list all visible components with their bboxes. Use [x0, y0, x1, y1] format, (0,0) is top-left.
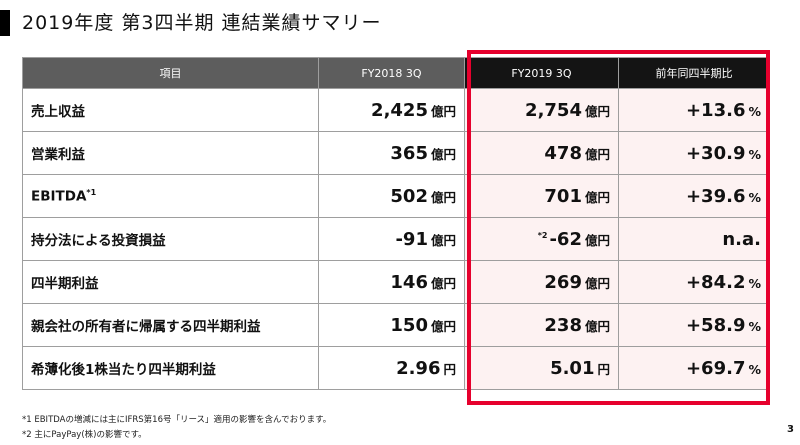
- yoy-value: n.a.: [618, 217, 770, 261]
- yoy-value: +84.2%: [618, 260, 770, 304]
- fy2018-unit: 億円: [430, 146, 456, 162]
- fy2019-value: 478 億円: [464, 131, 619, 175]
- table-body: 売上収益 2,425 億円 2,754 億円 +13.6% 営業利益 365 億円 478 億円 +3…: [22, 88, 770, 390]
- row-label: 希薄化後1株当たり四半期利益: [22, 346, 319, 390]
- footnote-1: *1 EBITDAの増減には主にIFRS第16号「リース」適用の影響を含んでおり…: [22, 415, 332, 425]
- fy2019-value: 701 億円: [464, 174, 619, 218]
- fy2019-unit: 億円: [584, 103, 610, 119]
- fy2019-number: 269: [544, 271, 582, 293]
- title-accent-bar: [0, 10, 10, 36]
- fy2019-number: 2,754: [525, 99, 582, 121]
- fy2018-unit: 円: [443, 361, 456, 377]
- label-footnote-marker: *1: [86, 187, 97, 197]
- table-row: 売上収益 2,425 億円 2,754 億円 +13.6%: [22, 88, 770, 132]
- row-label-text: 持分法による投資損益: [31, 233, 166, 249]
- yoy-value: +13.6%: [618, 88, 770, 132]
- row-label: 四半期利益: [22, 260, 319, 304]
- yoy-unit: %: [748, 275, 761, 291]
- fy2019-footnote-marker: *2: [537, 230, 548, 240]
- fy2019-number: 701: [544, 185, 582, 207]
- fy2019-unit: 億円: [584, 189, 610, 205]
- row-label-text: 営業利益: [31, 147, 85, 163]
- yoy-number: +84.2: [685, 271, 746, 293]
- yoy-number: +30.9: [685, 142, 746, 164]
- fy2019-value: 5.01 円: [464, 346, 619, 390]
- row-label-text: 四半期利益: [31, 276, 99, 292]
- header-fy2019: FY2019 3Q: [464, 57, 619, 89]
- fy2018-value: 502 億円: [318, 174, 465, 218]
- yoy-number: +69.7: [685, 357, 746, 379]
- fy2019-number: -62: [549, 228, 582, 250]
- yoy-unit: %: [748, 103, 761, 119]
- header-yoy: 前年同四半期比: [618, 57, 770, 89]
- yoy-number: +13.6: [685, 99, 746, 121]
- yoy-unit: %: [748, 361, 761, 377]
- yoy-value: +39.6%: [618, 174, 770, 218]
- fy2018-unit: 億円: [430, 103, 456, 119]
- fy2019-unit: 億円: [584, 318, 610, 334]
- row-label-text: EBITDA: [31, 188, 87, 205]
- fy2018-value: -91 億円: [318, 217, 465, 261]
- table-row: 四半期利益 146 億円 269 億円 +84.2%: [22, 260, 770, 304]
- fy2019-value: 2,754 億円: [464, 88, 619, 132]
- table-row: 営業利益 365 億円 478 億円 +30.9%: [22, 131, 770, 175]
- fy2018-value: 2.96 円: [318, 346, 465, 390]
- row-label-text: 希薄化後1株当たり四半期利益: [31, 362, 216, 378]
- row-label: EBITDA*1: [22, 174, 319, 218]
- fy2018-number: 2.96: [396, 357, 441, 379]
- fy2019-unit: 億円: [584, 146, 610, 162]
- fy2018-unit: 億円: [430, 318, 456, 334]
- row-label-text: 親会社の所有者に帰属する四半期利益: [31, 319, 261, 335]
- fy2018-number: 502: [390, 185, 428, 207]
- fy2018-value: 150 億円: [318, 303, 465, 347]
- fy2019-value: *2 -62 億円: [464, 217, 619, 261]
- row-label: 売上収益: [22, 88, 319, 132]
- fy2018-number: 146: [390, 271, 428, 293]
- table-row: EBITDA*1 502 億円 701 億円 +39.6%: [22, 174, 770, 218]
- row-label: 親会社の所有者に帰属する四半期利益: [22, 303, 319, 347]
- fy2018-unit: 億円: [430, 189, 456, 205]
- fy2019-unit: 億円: [584, 232, 610, 248]
- footnote-2: *2 主にPayPay(株)の影響です。: [22, 430, 147, 440]
- yoy-value: +30.9%: [618, 131, 770, 175]
- fy2018-number: -91: [395, 228, 428, 250]
- yoy-number: n.a.: [722, 228, 761, 250]
- yoy-number: +39.6: [685, 185, 746, 207]
- yoy-unit: %: [748, 189, 761, 205]
- yoy-value: +58.9%: [618, 303, 770, 347]
- fy2019-unit: 円: [597, 361, 610, 377]
- fy2018-unit: 億円: [430, 232, 456, 248]
- yoy-number: +58.9: [685, 314, 746, 336]
- page-title: 2019年度 第3四半期 連結業績サマリー: [22, 12, 382, 34]
- yoy-unit: %: [748, 318, 761, 334]
- header-item: 項目: [22, 57, 319, 89]
- yoy-value: +69.7%: [618, 346, 770, 390]
- fy2018-value: 365 億円: [318, 131, 465, 175]
- fy2019-number: 5.01: [550, 357, 595, 379]
- fy2018-value: 146 億円: [318, 260, 465, 304]
- table-row: 親会社の所有者に帰属する四半期利益 150 億円 238 億円 +58.9%: [22, 303, 770, 347]
- page-number: 3: [787, 424, 794, 435]
- fy2018-number: 150: [390, 314, 428, 336]
- header-fy2018: FY2018 3Q: [318, 57, 465, 89]
- table-row: 希薄化後1株当たり四半期利益 2.96 円 5.01 円 +69.7%: [22, 346, 770, 390]
- results-table: 項目 FY2018 3Q FY2019 3Q 前年同四半期比 売上収益 2,425…: [22, 57, 770, 390]
- fy2018-unit: 億円: [430, 275, 456, 291]
- row-label: 持分法による投資損益: [22, 217, 319, 261]
- fy2019-number: 238: [544, 314, 582, 336]
- row-label: 営業利益: [22, 131, 319, 175]
- fy2018-value: 2,425 億円: [318, 88, 465, 132]
- table-header-row: 項目 FY2018 3Q FY2019 3Q 前年同四半期比: [22, 57, 770, 89]
- table-row: 持分法による投資損益 -91 億円 *2 -62 億円 n.a.: [22, 217, 770, 261]
- fy2019-value: 269 億円: [464, 260, 619, 304]
- fy2019-unit: 億円: [584, 275, 610, 291]
- fy2018-number: 365: [390, 142, 428, 164]
- fy2019-number: 478: [544, 142, 582, 164]
- row-label-text: 売上収益: [31, 104, 85, 120]
- yoy-unit: %: [748, 146, 761, 162]
- fy2018-number: 2,425: [371, 99, 428, 121]
- fy2019-value: 238 億円: [464, 303, 619, 347]
